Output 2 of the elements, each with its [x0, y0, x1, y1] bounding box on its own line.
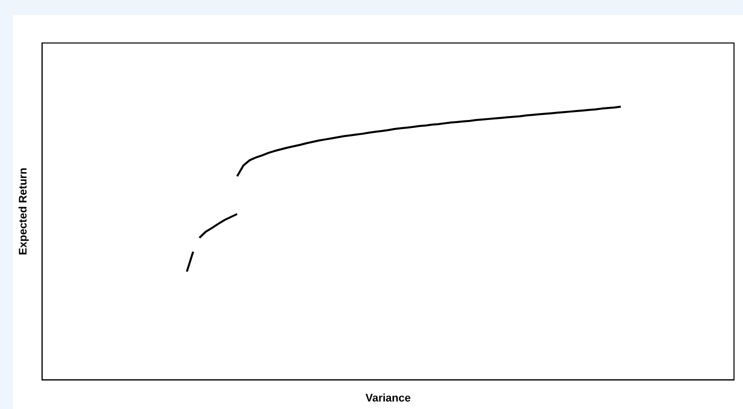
x-axis-title: Variance: [365, 392, 411, 404]
y-axis-title: Expected Return: [18, 167, 30, 256]
